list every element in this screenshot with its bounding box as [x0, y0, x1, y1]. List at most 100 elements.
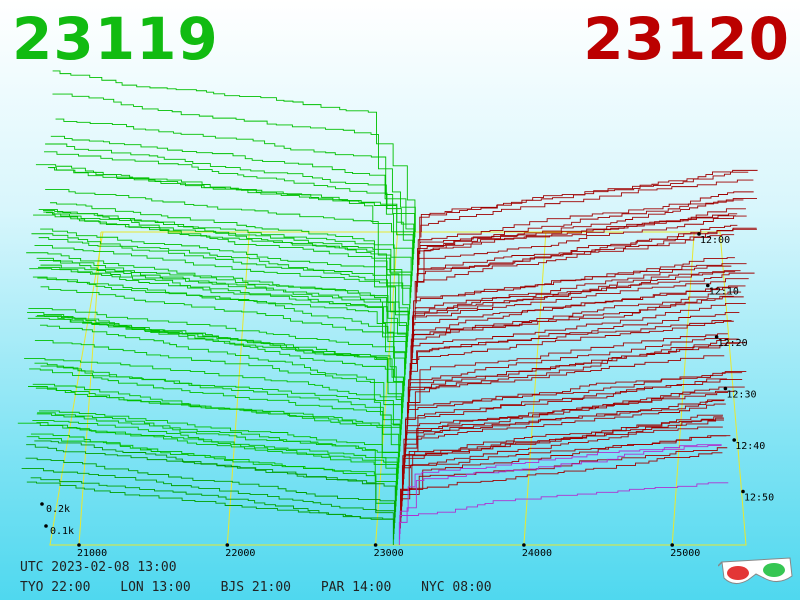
bid-depth-line — [37, 277, 406, 381]
bid-depth-line — [40, 286, 408, 353]
bid-depth-line — [47, 166, 414, 271]
volume-tick-mark — [40, 502, 44, 506]
bid-depth-line — [35, 164, 414, 265]
ask-depth-line — [406, 386, 745, 436]
bid-depth-line — [35, 387, 398, 491]
x-tick-label: 25000 — [670, 548, 700, 559]
bid-depth-line — [17, 422, 397, 502]
grid-line-21000 — [78, 231, 102, 546]
bid-price: 23119 — [12, 5, 219, 73]
ask-depth-line — [420, 171, 749, 232]
ask-depth-line — [403, 414, 723, 485]
utc-timestamp: UTC 2023-02-08 13:00 — [20, 560, 177, 575]
bid-depth-line — [38, 266, 407, 359]
ask-depth-line — [401, 426, 723, 502]
bid-depth-line — [32, 420, 399, 480]
bid-depth-line — [38, 209, 409, 331]
ask-depth-line — [407, 342, 740, 419]
ask-depth-line — [414, 286, 739, 326]
time-tick-mark — [697, 232, 701, 236]
ask-depth-line — [403, 390, 735, 474]
time-tick-mark — [723, 386, 728, 391]
bid-depth-line — [26, 481, 395, 535]
ask-depth-line — [415, 272, 755, 309]
bid-depth-line — [25, 457, 395, 529]
bid-depth-line — [43, 211, 411, 309]
bid-depth-line — [45, 189, 409, 337]
bid-depth-line — [21, 468, 396, 524]
bid-depth-line — [40, 324, 401, 452]
bid-depth-line — [26, 436, 397, 513]
bid-depth-line — [27, 386, 400, 458]
ask-depth-line — [401, 435, 727, 507]
ask-depth-line — [413, 285, 746, 331]
3d-glasses-icon[interactable] — [718, 556, 794, 590]
x-tick-label: 23000 — [374, 548, 404, 559]
ask-depth-line — [419, 169, 758, 254]
ask-depth-line — [398, 445, 722, 545]
ask-depth-line — [400, 378, 727, 518]
timezone-bjs: BJS 21:00 — [220, 580, 292, 595]
timezone-lon: LON 13:00 — [120, 580, 191, 595]
bid-depth-line — [52, 93, 416, 232]
ask-depth-line — [406, 392, 729, 441]
ask-depth-line — [416, 224, 738, 293]
grid-line-24000 — [523, 231, 547, 546]
grid-line-22000 — [226, 231, 250, 546]
ask-depth-line — [411, 278, 749, 359]
ask-depth-line — [417, 191, 754, 276]
time-tick-label: 12:20 — [718, 338, 748, 349]
bid-depth-line — [34, 340, 403, 419]
ask-depth-line — [411, 291, 742, 364]
ask-depth-line — [400, 447, 728, 524]
ask-depth-line — [418, 215, 747, 260]
ask-depth-line — [399, 444, 722, 535]
ask-depth-line — [400, 417, 724, 529]
bid-depth-line — [24, 358, 402, 430]
ask-depth-line — [406, 333, 728, 430]
ask-depth-line — [415, 215, 736, 304]
ask-depth-line — [412, 265, 732, 348]
ask-depth-line — [419, 198, 758, 249]
volume-tick-label: 0.2k — [46, 504, 70, 515]
bid-depth-line — [26, 252, 407, 364]
bid-depth-line — [39, 259, 406, 375]
time-tick-label: 12:10 — [709, 287, 739, 298]
ask-depth-line — [407, 372, 743, 425]
time-tick-mark — [741, 489, 745, 494]
bid-depth-line — [31, 233, 410, 326]
time-tick-label: 12:40 — [735, 441, 765, 452]
bid-depth-line — [46, 212, 412, 293]
ask-depth-line — [418, 208, 746, 265]
timezone-nyc: NYC 08:00 — [421, 580, 492, 595]
x-tick-mark — [522, 543, 526, 547]
axis-labels: 21000 22000 23000 24000 25000 0.2k 0.1k 12:00 12… — [40, 232, 774, 559]
bid-depth-line — [29, 268, 405, 386]
bid-depth-line — [49, 167, 414, 260]
bid-depth-line — [55, 118, 415, 243]
ask-depth-line — [420, 179, 754, 238]
x-tick-mark — [225, 543, 230, 547]
ask-depth-line — [404, 399, 725, 463]
timezone-tyo: TYO 22:00 — [20, 580, 91, 595]
bid-depth-line — [34, 245, 410, 315]
ask-depth-line — [405, 400, 724, 447]
ask-depth-line — [399, 482, 729, 540]
bid-depth-line — [40, 365, 402, 436]
time-tick-label: 12:30 — [726, 390, 756, 401]
bid-depth-line — [28, 307, 404, 403]
x-tick-label: 22000 — [225, 548, 255, 559]
time-tick-label: 12:00 — [700, 235, 730, 246]
ask-depth-line — [416, 257, 735, 298]
bid-depth-line — [35, 315, 405, 397]
bid-depth-line — [30, 477, 395, 540]
bid-depth-line — [38, 237, 408, 348]
bid-depth-line — [29, 368, 400, 469]
grid-line-23000 — [375, 231, 399, 546]
x-tick-label: 21000 — [77, 548, 107, 559]
grid-left-edge — [49, 231, 104, 546]
ask-depth-line — [401, 452, 723, 513]
x-tick-mark — [670, 543, 674, 547]
ask-depth-line — [414, 234, 735, 320]
